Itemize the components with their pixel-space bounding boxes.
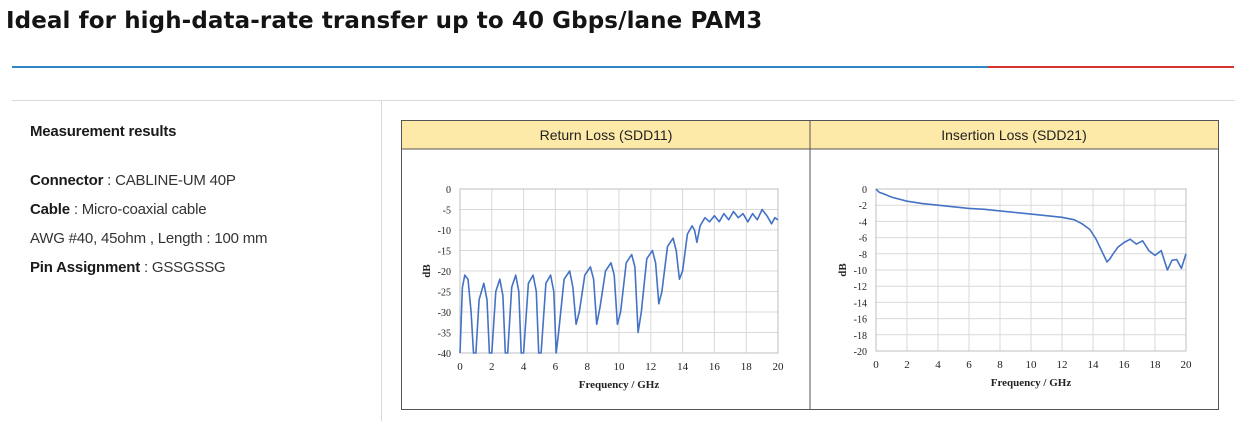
y-tick-label: -14 (854, 298, 867, 309)
spec-pin-assignment: Pin Assignment : GSSGSSG (30, 253, 370, 282)
charts-svg: Return Loss (SDD11) Insertion Loss (SDD21… (402, 121, 1218, 409)
page-headline: Ideal for high-data-rate transfer up to … (6, 8, 763, 34)
headline-underline-blue (12, 66, 988, 68)
y-tick-label: -18 (854, 331, 867, 342)
x-tick-label: 8 (997, 359, 1003, 371)
measurement-panel: Measurement results Connector : CABLINE-… (30, 120, 370, 282)
x-tick-label: 10 (1026, 359, 1038, 371)
y-tick-label: 0 (446, 185, 451, 196)
chart-title: Return Loss (SDD11) (540, 127, 673, 143)
x-tick-label: 0 (873, 359, 879, 371)
series-line (459, 208, 779, 354)
spec-sep: : (103, 172, 116, 189)
x-tick-label: 4 (935, 359, 941, 371)
y-tick-label: -16 (854, 315, 867, 326)
y-tick-label: -10 (438, 226, 451, 237)
x-tick-label: 20 (1181, 359, 1193, 371)
x-tick-label: 12 (645, 361, 656, 373)
spec-key: Cable (30, 201, 70, 218)
y-tick-label: -6 (859, 234, 867, 245)
spec-sep: : (140, 259, 152, 276)
plot-area-border (459, 188, 779, 354)
y-tick-label: -20 (854, 347, 867, 358)
chart-title: Insertion Loss (SDD21) (941, 127, 1087, 143)
spec-cable-detail: AWG #40, 45ohm , Length : 100 mm (30, 224, 370, 253)
x-tick-label: 2 (489, 361, 495, 373)
chart-header-bg (402, 121, 810, 149)
x-tick-label: 2 (904, 359, 910, 371)
y-tick-label: -15 (438, 247, 451, 258)
spec-key: Pin Assignment (30, 259, 140, 276)
x-tick-label: 14 (677, 361, 689, 373)
x-axis-label: Frequency / GHz (579, 379, 660, 391)
spec-cable: Cable : Micro-coaxial cable (30, 195, 370, 224)
x-tick-label: 18 (741, 361, 753, 373)
y-tick-label: -20 (438, 267, 451, 278)
x-tick-label: 8 (584, 361, 590, 373)
y-axis-label: dB (837, 263, 849, 277)
spec-key: Connector (30, 172, 104, 189)
y-tick-label: -2 (859, 201, 867, 212)
spec-value: AWG #40, 45ohm , Length : 100 mm (30, 230, 268, 247)
x-tick-label: 4 (521, 361, 527, 373)
x-tick-label: 18 (1150, 359, 1162, 371)
section-divider-horizontal (12, 100, 1235, 101)
y-tick-label: -40 (438, 349, 451, 360)
y-tick-label: -12 (854, 282, 867, 293)
y-axis-label: dB (421, 264, 433, 278)
spec-value: CABLINE-UM 40P (115, 172, 236, 189)
series-line (875, 188, 1187, 271)
section-divider-vertical (381, 100, 382, 421)
y-tick-label: -4 (859, 217, 867, 228)
y-tick-label: 0 (862, 185, 867, 196)
x-tick-label: 0 (457, 361, 463, 373)
spec-value: Micro-coaxial cable (81, 201, 207, 218)
x-tick-label: 12 (1057, 359, 1068, 371)
y-tick-label: -35 (438, 329, 451, 340)
spec-connector: Connector : CABLINE-UM 40P (30, 166, 370, 195)
plot-area-border (875, 188, 1187, 352)
y-tick-label: -5 (443, 206, 451, 217)
charts-frame: Return Loss (SDD11) Insertion Loss (SDD21… (401, 120, 1219, 410)
y-tick-label: -25 (438, 288, 451, 299)
y-tick-label: -8 (859, 250, 867, 261)
chart-header-bg (810, 121, 1218, 149)
headline-underline-red (988, 66, 1234, 68)
x-tick-label: 16 (709, 361, 721, 373)
x-axis-label: Frequency / GHz (991, 377, 1072, 389)
y-tick-label: -10 (854, 266, 867, 277)
spec-value: GSSGSSG (151, 259, 226, 276)
x-tick-label: 10 (614, 361, 626, 373)
measurement-title: Measurement results (30, 123, 177, 140)
x-tick-label: 6 (966, 359, 972, 371)
x-tick-label: 16 (1119, 359, 1131, 371)
x-tick-label: 6 (553, 361, 559, 373)
y-tick-label: -30 (438, 308, 451, 319)
spec-list: Connector : CABLINE-UM 40P Cable : Micro… (30, 166, 370, 282)
x-tick-label: 20 (773, 361, 785, 373)
spec-sep: : (69, 201, 82, 218)
x-tick-label: 14 (1088, 359, 1100, 371)
